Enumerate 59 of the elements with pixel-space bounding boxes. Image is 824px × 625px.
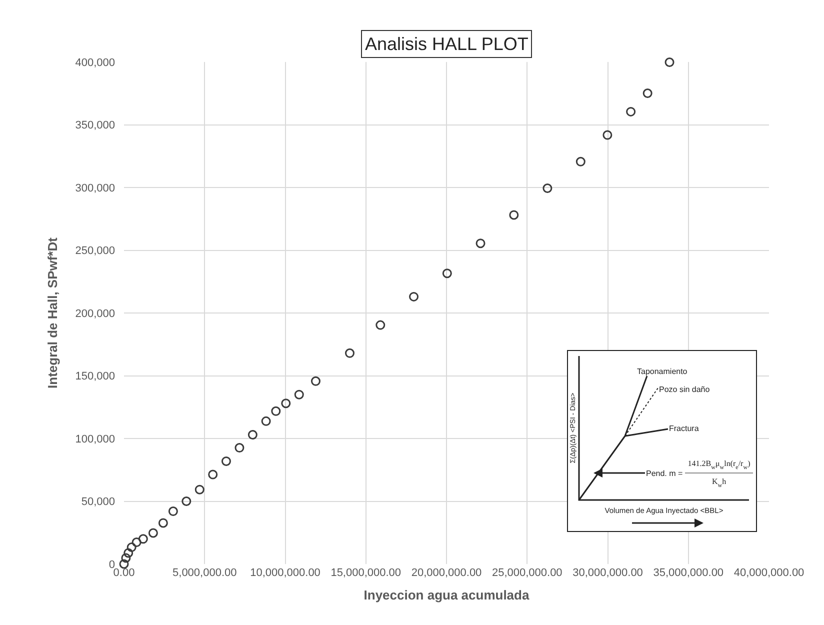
- y-axis-title: Integral de Hall, SPwf*Dt: [45, 236, 60, 388]
- point: [642, 88, 652, 98]
- point: [602, 130, 612, 140]
- y-tick-label: 150,000: [75, 370, 115, 383]
- point: [221, 456, 231, 466]
- point: [234, 443, 244, 453]
- annotation: K$_{w}$h: [712, 477, 726, 489]
- annotation: Pend. m =: [646, 469, 684, 478]
- point: [261, 416, 271, 426]
- point: [194, 484, 204, 494]
- annotation: Pozo sin daño: [659, 385, 710, 394]
- point: [121, 553, 131, 563]
- x-tick-label: 10,000,000.00: [250, 567, 320, 579]
- x-axis-title: Inyeccion agua acumulada: [364, 588, 530, 603]
- x-tick-label: 30,000,000.00: [572, 567, 643, 579]
- point: [542, 184, 552, 193]
- point: [281, 398, 291, 408]
- x-tick-label: 15,000,000.00: [330, 567, 402, 579]
- chart-title: Analisis HALL PLOT: [365, 34, 528, 54]
- point: [626, 106, 636, 116]
- point: [576, 156, 586, 166]
- point: [345, 348, 354, 358]
- x-tick-label: 35,000,000.00: [653, 567, 724, 579]
- y-tick-label: 200,000: [75, 308, 115, 320]
- point: [124, 548, 134, 558]
- text: 141.2B$_{w}$μ$_{w}$ln(r$_{e}$/r$_{w}$): [688, 459, 750, 471]
- point: [409, 292, 419, 302]
- y-tick-label: 400,000: [75, 56, 115, 69]
- x-tick-label: 5,000,000.00: [172, 567, 237, 579]
- point: [119, 559, 129, 569]
- point: [271, 406, 281, 416]
- y-tick-label: 350,000: [75, 120, 115, 132]
- point: [294, 390, 304, 400]
- y-tick-label: 50,000: [81, 496, 115, 508]
- point: [476, 238, 486, 248]
- point: [664, 58, 674, 67]
- point: [148, 528, 158, 538]
- x-tick-label: 40,000,000.00: [734, 567, 804, 579]
- x-tick-label: 0.00: [113, 567, 135, 579]
- point: [208, 470, 218, 480]
- annotation: Fractura: [669, 424, 700, 433]
- point: [138, 534, 148, 544]
- x-tick-label: 20,000,000.00: [411, 567, 482, 579]
- point: [310, 376, 320, 386]
- y-tick-label: 100,000: [75, 433, 115, 446]
- point: [376, 320, 386, 330]
- point: [168, 506, 178, 516]
- point: [132, 538, 142, 548]
- annotation: Taponamiento: [637, 367, 688, 376]
- point: [158, 518, 168, 528]
- point: [126, 542, 136, 552]
- y-tick-label: 250,000: [75, 245, 115, 258]
- y-tick-label: 300,000: [75, 182, 115, 194]
- x-tick-label: 25,000,000.00: [492, 567, 562, 579]
- point: [442, 268, 452, 278]
- point: [509, 210, 519, 220]
- y-tick-label: 0: [108, 558, 115, 571]
- point: [182, 496, 192, 506]
- point: [248, 430, 258, 440]
